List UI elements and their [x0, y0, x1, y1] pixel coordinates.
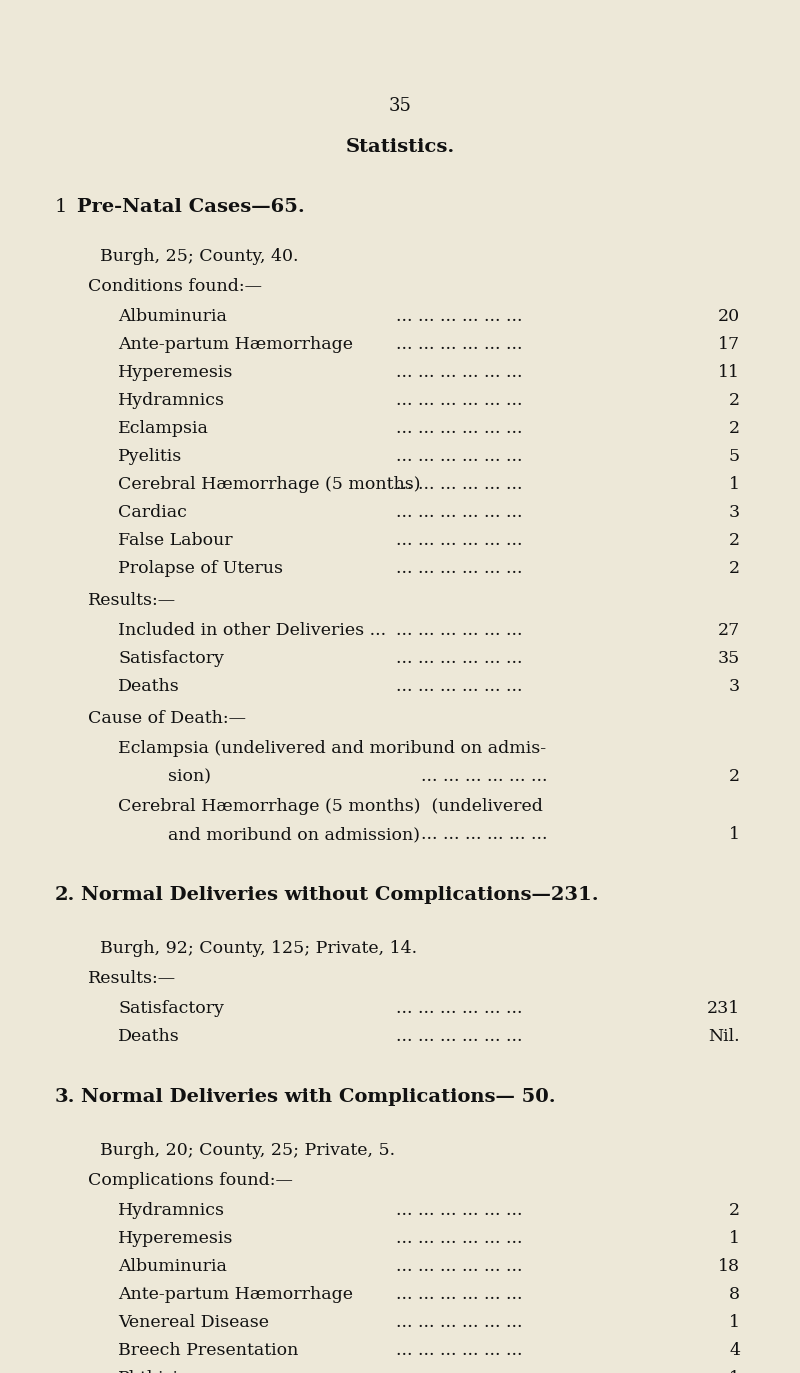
Text: 17: 17	[718, 336, 740, 353]
Text: ... ... ... ... ... ...: ... ... ... ... ... ...	[396, 678, 522, 695]
Text: Pyelitis: Pyelitis	[118, 448, 182, 465]
Text: 35: 35	[718, 649, 740, 667]
Text: Albuminuria: Albuminuria	[118, 308, 227, 325]
Text: ... ... ... ... ... ...: ... ... ... ... ... ...	[396, 504, 522, 520]
Text: 35: 35	[389, 97, 411, 115]
Text: Burgh, 25; County, 40.: Burgh, 25; County, 40.	[100, 249, 298, 265]
Text: ... ... ... ... ... ...: ... ... ... ... ... ...	[421, 827, 547, 843]
Text: 2: 2	[729, 393, 740, 409]
Text: 3: 3	[729, 678, 740, 695]
Text: 1: 1	[729, 1314, 740, 1330]
Text: 2: 2	[729, 560, 740, 577]
Text: Eclampsia: Eclampsia	[118, 420, 209, 437]
Text: ... ... ... ... ... ...: ... ... ... ... ... ...	[396, 560, 522, 577]
Text: Results:—: Results:—	[88, 969, 176, 987]
Text: 20: 20	[718, 308, 740, 325]
Text: 3: 3	[729, 504, 740, 520]
Text: Included in other Deliveries ...: Included in other Deliveries ...	[118, 622, 386, 638]
Text: Deaths: Deaths	[118, 1028, 180, 1045]
Text: 11: 11	[718, 364, 740, 380]
Text: ... ... ... ... ... ...: ... ... ... ... ... ...	[396, 476, 522, 493]
Text: 2.: 2.	[55, 886, 75, 903]
Text: Prolapse of Uterus: Prolapse of Uterus	[118, 560, 283, 577]
Text: Statistics.: Statistics.	[346, 139, 454, 157]
Text: 1: 1	[729, 476, 740, 493]
Text: Hyperemesis: Hyperemesis	[118, 364, 234, 380]
Text: ... ... ... ... ... ...: ... ... ... ... ... ...	[396, 1201, 522, 1219]
Text: 4: 4	[729, 1341, 740, 1359]
Text: Burgh, 20; County, 25; Private, 5.: Burgh, 20; County, 25; Private, 5.	[100, 1142, 395, 1159]
Text: Venereal Disease: Venereal Disease	[118, 1314, 269, 1330]
Text: ... ... ... ... ... ...: ... ... ... ... ... ...	[396, 1230, 522, 1247]
Text: sion): sion)	[168, 768, 211, 785]
Text: ... ... ... ... ... ...: ... ... ... ... ... ...	[396, 448, 522, 465]
Text: Hydramnics: Hydramnics	[118, 393, 225, 409]
Text: ... ... ... ... ... ...: ... ... ... ... ... ...	[396, 393, 522, 409]
Text: Burgh, 92; County, 125; Private, 14.: Burgh, 92; County, 125; Private, 14.	[100, 941, 417, 957]
Text: and moribund on admission): and moribund on admission)	[168, 827, 420, 843]
Text: Ante-partum Hæmorrhage: Ante-partum Hæmorrhage	[118, 1287, 353, 1303]
Text: Deaths: Deaths	[118, 678, 180, 695]
Text: Cerebral Hæmorrhage (5 months)  (undelivered: Cerebral Hæmorrhage (5 months) (undelive…	[118, 798, 543, 816]
Text: Cardiac: Cardiac	[118, 504, 187, 520]
Text: ... ... ... ... ... ...: ... ... ... ... ... ...	[396, 1287, 522, 1303]
Text: 231: 231	[706, 1000, 740, 1017]
Text: Complications found:—: Complications found:—	[88, 1173, 293, 1189]
Text: ... ... ... ... ... ...: ... ... ... ... ... ...	[396, 420, 522, 437]
Text: 1: 1	[729, 1230, 740, 1247]
Text: ... ... ... ... ... ...: ... ... ... ... ... ...	[396, 1370, 522, 1373]
Text: ... ... ... ... ... ...: ... ... ... ... ... ...	[396, 1028, 522, 1045]
Text: Normal Deliveries with Complications— 50.: Normal Deliveries with Complications— 50…	[81, 1087, 556, 1107]
Text: 2: 2	[729, 531, 740, 549]
Text: Pre-Natal Cases—65.: Pre-Natal Cases—65.	[77, 198, 305, 216]
Text: ... ... ... ... ... ...: ... ... ... ... ... ...	[396, 1000, 522, 1017]
Text: ... ... ... ... ... ...: ... ... ... ... ... ...	[396, 1258, 522, 1276]
Text: Conditions found:—: Conditions found:—	[88, 277, 262, 295]
Text: 1: 1	[729, 827, 740, 843]
Text: 2: 2	[729, 1201, 740, 1219]
Text: ... ... ... ... ... ...: ... ... ... ... ... ...	[396, 622, 522, 638]
Text: 27: 27	[718, 622, 740, 638]
Text: Normal Deliveries without Complications—231.: Normal Deliveries without Complications—…	[81, 886, 598, 903]
Text: Nil.: Nil.	[708, 1028, 740, 1045]
Text: ... ... ... ... ... ...: ... ... ... ... ... ...	[396, 364, 522, 380]
Text: ... ... ... ... ... ...: ... ... ... ... ... ...	[421, 768, 547, 785]
Text: Eclampsia (undelivered and moribund on admis-: Eclampsia (undelivered and moribund on a…	[118, 740, 546, 757]
Text: ... ... ... ... ... ...: ... ... ... ... ... ...	[396, 308, 522, 325]
Text: 1: 1	[729, 1370, 740, 1373]
Text: ... ... ... ... ... ...: ... ... ... ... ... ...	[396, 1341, 522, 1359]
Text: Results:—: Results:—	[88, 592, 176, 610]
Text: 18: 18	[718, 1258, 740, 1276]
Text: Breech Presentation: Breech Presentation	[118, 1341, 298, 1359]
Text: Satisfactory: Satisfactory	[118, 649, 224, 667]
Text: ... ... ... ... ... ...: ... ... ... ... ... ...	[396, 1314, 522, 1330]
Text: ... ... ... ... ... ...: ... ... ... ... ... ...	[396, 649, 522, 667]
Text: Cause of Death:—: Cause of Death:—	[88, 710, 246, 726]
Text: 2: 2	[729, 420, 740, 437]
Text: False Labour: False Labour	[118, 531, 233, 549]
Text: Hydramnics: Hydramnics	[118, 1201, 225, 1219]
Text: ... ... ... ... ... ...: ... ... ... ... ... ...	[396, 336, 522, 353]
Text: ... ... ... ... ... ...: ... ... ... ... ... ...	[396, 531, 522, 549]
Text: 8: 8	[729, 1287, 740, 1303]
Text: 1: 1	[55, 198, 67, 216]
Text: Satisfactory: Satisfactory	[118, 1000, 224, 1017]
Text: 3.: 3.	[55, 1087, 75, 1107]
Text: Ante-partum Hæmorrhage: Ante-partum Hæmorrhage	[118, 336, 353, 353]
Text: Cerebral Hæmorrhage (5 months): Cerebral Hæmorrhage (5 months)	[118, 476, 421, 493]
Text: Albuminuria: Albuminuria	[118, 1258, 227, 1276]
Text: 2: 2	[729, 768, 740, 785]
Text: Hyperemesis: Hyperemesis	[118, 1230, 234, 1247]
Text: 5: 5	[729, 448, 740, 465]
Text: Phthisis: Phthisis	[118, 1370, 188, 1373]
